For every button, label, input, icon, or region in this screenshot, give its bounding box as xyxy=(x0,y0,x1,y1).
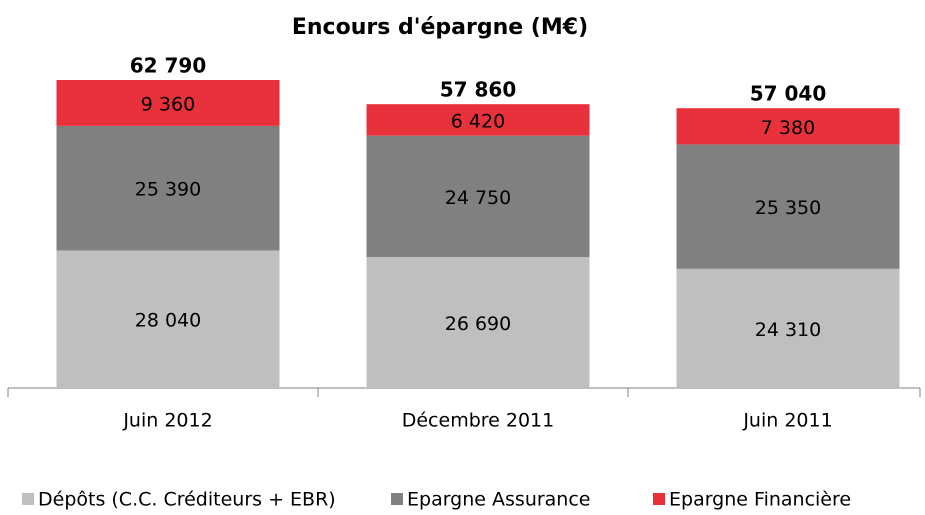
total-label: 57 860 xyxy=(440,78,517,102)
bar-segment xyxy=(366,257,590,388)
x-tick-label: Décembre 2011 xyxy=(402,410,555,432)
bar-segment xyxy=(56,125,280,251)
bar-segment xyxy=(56,80,280,126)
legend-label: Epargne Financière xyxy=(669,489,851,511)
value-label: 25 350 xyxy=(755,197,821,219)
value-label: 24 310 xyxy=(755,319,821,341)
value-label: 6 420 xyxy=(451,110,505,132)
value-label: 7 380 xyxy=(761,117,815,139)
chart-title: Encours d'épargne (M€) xyxy=(292,15,588,40)
bar-segment xyxy=(366,104,590,136)
bar-segment xyxy=(676,268,900,388)
x-tick-label: Juin 2012 xyxy=(122,410,212,432)
value-label: 9 360 xyxy=(141,93,195,115)
value-label: 25 390 xyxy=(135,179,201,201)
bar-segment xyxy=(56,250,280,388)
total-label: 62 790 xyxy=(130,54,207,78)
bar-segment xyxy=(676,108,900,145)
bar-segment xyxy=(676,144,900,269)
value-label: 24 750 xyxy=(445,187,511,209)
x-tick-label: Juin 2011 xyxy=(742,410,832,432)
legend-label: Epargne Assurance xyxy=(407,489,591,511)
legend-swatch xyxy=(391,493,403,505)
legend-label: Dépôts (C.C. Créditeurs + EBR) xyxy=(38,489,336,511)
legend-swatch xyxy=(653,493,665,505)
value-label: 26 690 xyxy=(445,313,511,335)
bar-segment xyxy=(366,135,590,258)
total-label: 57 040 xyxy=(750,82,827,106)
legend-swatch xyxy=(22,493,34,505)
value-label: 28 040 xyxy=(135,310,201,332)
